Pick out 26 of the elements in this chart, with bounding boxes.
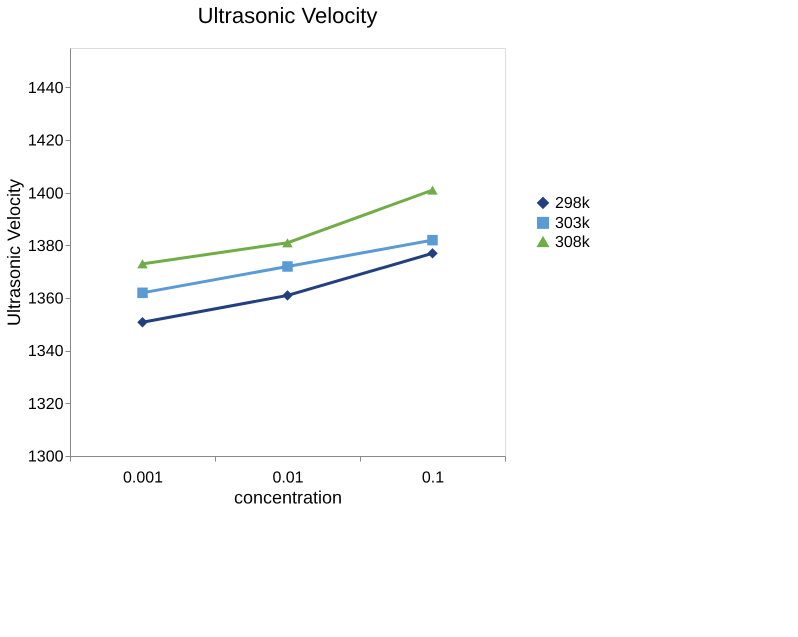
x-tick-label: 0.1 xyxy=(422,470,444,486)
point xyxy=(427,248,438,259)
point xyxy=(137,259,148,268)
point xyxy=(427,234,438,246)
point xyxy=(137,288,148,298)
y-tick-label: 1320 xyxy=(28,396,64,413)
point xyxy=(282,261,293,272)
y-axis-title: Ultrasonic Velocity xyxy=(4,178,24,326)
legend-label: 298k xyxy=(555,194,591,212)
point xyxy=(282,290,293,301)
point xyxy=(427,186,438,195)
y-tick-label: 1440 xyxy=(28,80,64,97)
point xyxy=(282,238,293,248)
legend-label: 308k xyxy=(555,234,591,251)
x-tick-label: 0.01 xyxy=(272,470,304,486)
y-tick-label: 1360 xyxy=(28,290,64,308)
chart-title: Ultrasonic Velocity xyxy=(198,3,378,28)
y-tick-label: 1340 xyxy=(28,343,64,360)
point xyxy=(137,317,148,328)
legend-label: 303k xyxy=(555,214,591,232)
y-tick-label: 1380 xyxy=(28,238,64,255)
y-tick-label: 1400 xyxy=(28,185,64,202)
y-tick-label: 1300 xyxy=(28,448,64,466)
x-axis-title: concentration xyxy=(234,488,342,508)
x-tick-label: 0.001 xyxy=(122,470,164,486)
y-tick-label: 1420 xyxy=(28,132,64,150)
